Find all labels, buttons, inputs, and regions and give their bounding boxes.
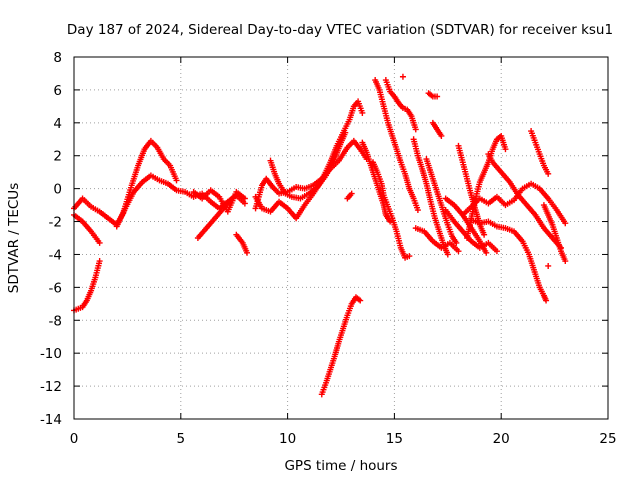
data-point [438, 132, 445, 139]
chart-title: Day 187 of 2024, Sidereal Day-to-day VTE… [67, 22, 613, 38]
series-track-r [425, 90, 441, 100]
data-point [229, 195, 236, 202]
y-tick-label: 2 [53, 149, 62, 165]
data-point [241, 195, 248, 202]
data-point [545, 170, 552, 177]
plot-frame [73, 56, 609, 420]
axis-ticks: 0 5 10 15 20 25 -14 -12 -10 -8 -6 -4 -2 0 2 4 6 8 [40, 50, 617, 447]
series-track-ac [540, 202, 569, 265]
y-tick-label: -12 [40, 379, 62, 395]
series-track-b [71, 211, 103, 246]
series-track-q [412, 225, 462, 255]
data-point [348, 190, 355, 197]
series-track-k [318, 294, 364, 398]
series-track-h [252, 137, 370, 212]
grid [74, 57, 608, 419]
series-track-f [194, 195, 236, 241]
data-point [543, 297, 550, 304]
data-point [493, 248, 500, 255]
data-point [387, 218, 394, 225]
data-point [96, 258, 103, 265]
data-point [483, 249, 490, 256]
series-track-p [410, 136, 451, 258]
series-track-ad [344, 190, 355, 202]
data-point [481, 231, 488, 238]
data-point [562, 220, 569, 227]
series-track-y [485, 151, 565, 251]
data-point [399, 73, 406, 80]
data-point [414, 207, 421, 214]
y-tick-label: -10 [40, 346, 62, 362]
data-point [444, 251, 451, 258]
series-track-m [370, 159, 413, 261]
data-point [342, 129, 349, 136]
series-track-s [423, 156, 460, 246]
y-axis-label: SDTVAR / TECUs [6, 183, 22, 293]
series-track-c [71, 258, 103, 314]
series-track-z [468, 216, 550, 304]
series-track-af [399, 73, 406, 80]
x-tick-label: 10 [279, 431, 296, 447]
data-point [406, 253, 413, 260]
series-track-t [429, 119, 445, 139]
series-track-e [190, 187, 248, 215]
data-points [71, 73, 569, 398]
y-tick-label: -2 [49, 215, 62, 231]
data-point [545, 262, 552, 269]
series-track-o [382, 77, 419, 133]
series-track-i [252, 98, 366, 222]
y-tick-label: 8 [53, 50, 62, 66]
series-track-v [442, 207, 500, 255]
x-tick-label: 0 [70, 431, 79, 447]
series-track-aa [459, 180, 569, 227]
data-point [96, 239, 103, 246]
data-point [562, 258, 569, 265]
data-point [434, 93, 441, 100]
data-point [357, 297, 364, 304]
data-point [173, 177, 180, 184]
y-tick-label: -14 [40, 412, 62, 428]
data-point [502, 146, 509, 153]
x-tick-label: 25 [599, 431, 616, 447]
y-tick-label: -4 [49, 247, 62, 263]
x-tick-label: 5 [177, 431, 186, 447]
x-tick-label: 20 [493, 431, 510, 447]
series-track-g [233, 231, 251, 256]
y-tick-label: 4 [53, 116, 62, 132]
x-axis-label: GPS time / hours [284, 458, 397, 474]
data-point [455, 248, 462, 255]
y-tick-label: 0 [53, 182, 62, 198]
y-tick-label: -8 [49, 313, 62, 329]
data-point [453, 239, 460, 246]
data-point [412, 126, 419, 133]
series-track-ab [528, 128, 552, 177]
data-point [359, 109, 366, 116]
series-track-n [372, 77, 421, 214]
series-track-ae [545, 262, 552, 269]
y-tick-label: -6 [49, 280, 62, 296]
y-tick-label: 6 [53, 83, 62, 99]
series-track-j [267, 129, 349, 202]
x-tick-label: 15 [386, 431, 403, 447]
data-point [244, 249, 251, 256]
